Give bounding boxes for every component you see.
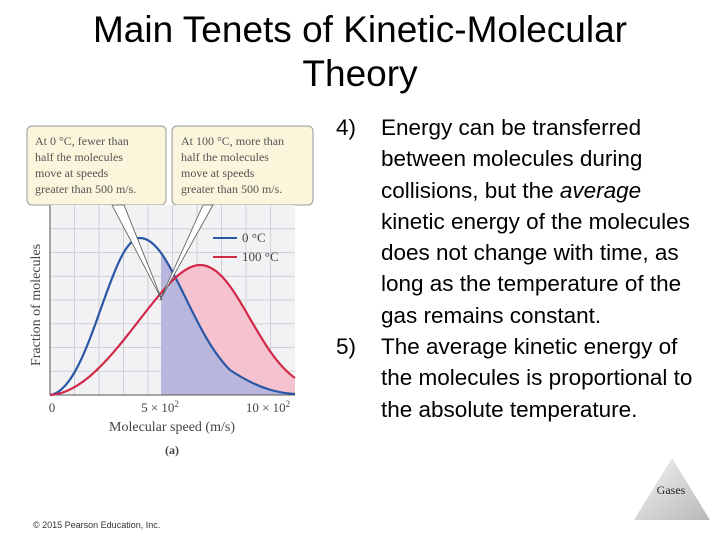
tenet: 5) The average kinetic energy of the mole… (333, 331, 708, 425)
legend-label: 100 °C (242, 249, 279, 264)
tick-exp: 2 (174, 399, 179, 409)
callout-line: half the molecules (181, 150, 269, 164)
tenet-emphasis: average (559, 177, 642, 203)
tenet-list: 4) Energy can be transferred between mole… (333, 112, 708, 425)
title-line: Theory (302, 53, 418, 94)
pointer (111, 204, 163, 301)
blue-shade (161, 253, 295, 395)
slide-title: Main Tenets of Kinetic-Molecular Theory (0, 8, 720, 96)
x-tick-label: 0 (49, 400, 56, 415)
tenet-number: 4) (336, 115, 357, 140)
callout-line: move at speeds (181, 166, 255, 180)
tenet: 4) Energy can be transferred between mole… (333, 112, 708, 331)
corner-label: Gases (657, 483, 686, 497)
callout-boxes (26, 125, 314, 206)
callout-line: move at speeds (35, 166, 109, 180)
tick-base: 10 × 10 (246, 400, 286, 415)
callout-text: At 0 °C, fewer than half the molecules m… (35, 134, 284, 196)
curve-0c (49, 236, 296, 397)
callout-line: half the molecules (35, 150, 123, 164)
figure-caption: (a) (165, 443, 179, 457)
callout-line: At 100 °C, more than (181, 134, 284, 148)
callout-line: greater than 500 m/s. (35, 182, 136, 196)
pointer (159, 204, 214, 301)
x-tick-label: 10 × 102 (246, 399, 290, 415)
tenet-text: The average kinetic energy of the molecu… (381, 334, 693, 422)
corner-triangle (634, 458, 710, 520)
callout-line: At 0 °C, fewer than (35, 134, 129, 148)
tick-base: 5 × 10 (141, 400, 174, 415)
curve-100c (49, 263, 296, 397)
x-axis-label: Molecular speed (m/s) (109, 420, 235, 435)
x-tick-label: 5 × 102 (141, 399, 179, 415)
tenet-text: Energy can be transferred between molecu… (381, 115, 643, 203)
tenet-text: kinetic energy of the molecules does not… (381, 208, 690, 328)
y-axis-label: Fraction of molecules (29, 244, 44, 366)
callout-line: greater than 500 m/s. (181, 182, 282, 196)
tenet-number: 5) (336, 334, 357, 360)
copyright: © 2015 Pearson Education, Inc. (33, 520, 161, 530)
title-line: Main Tenets of Kinetic-Molecular (92, 9, 627, 50)
tick-exp: 2 (286, 399, 291, 409)
legend-label: 0 °C (242, 230, 266, 245)
